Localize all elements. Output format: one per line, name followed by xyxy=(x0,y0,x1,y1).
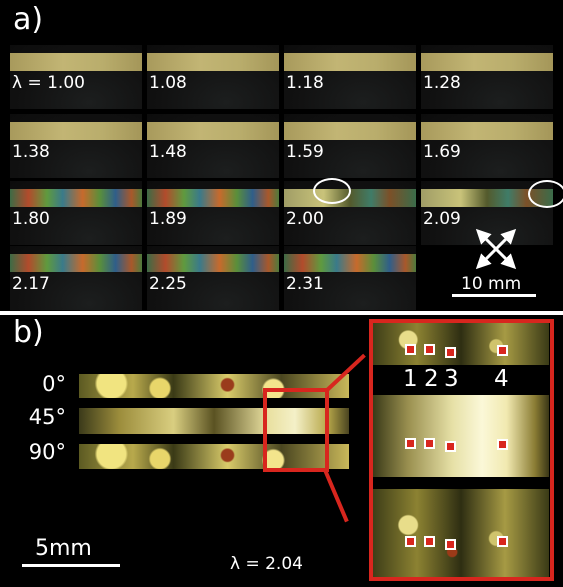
panel-a: a) λ = 1.00 1.08 1.18 1.28 1.38 1.48 1.5… xyxy=(0,0,563,311)
stretch-ratio-label: 1.28 xyxy=(423,73,461,93)
position-marker xyxy=(497,536,508,547)
sample-strip xyxy=(10,189,142,207)
sample-cell: 1.08 xyxy=(147,45,279,109)
zoom-strip-0deg xyxy=(373,323,549,365)
position-marker xyxy=(497,439,508,450)
sample-strip xyxy=(284,122,416,140)
position-marker xyxy=(445,441,456,452)
stretch-ratio-label: 1.59 xyxy=(286,142,324,162)
stretch-ratio-label: 2.00 xyxy=(286,209,324,229)
position-label: 4 xyxy=(494,366,509,392)
angle-label: 45° xyxy=(28,405,66,429)
sample-strip xyxy=(147,53,279,71)
panel-b-label: b) xyxy=(13,315,44,350)
sample-cell: 1.59 xyxy=(284,114,416,178)
sample-cell: 1.28 xyxy=(421,45,553,109)
crossed-polarizers-icon xyxy=(475,228,517,270)
position-marker xyxy=(445,347,456,358)
position-marker xyxy=(424,536,435,547)
stretch-ratio-label: 1.80 xyxy=(12,209,50,229)
sample-strip xyxy=(421,189,553,207)
stretch-ratio-label: 1.48 xyxy=(149,142,187,162)
sample-strip xyxy=(284,254,416,272)
sample-cell: 2.25 xyxy=(147,246,279,310)
zoom-connector-line xyxy=(323,469,349,523)
sample-strip xyxy=(10,254,142,272)
zoom-region-box xyxy=(263,388,329,472)
stretch-ratio-label: 1.18 xyxy=(286,73,324,93)
position-marker xyxy=(405,438,416,449)
scale-bar xyxy=(22,564,120,567)
scale-bar-label: 10 mm xyxy=(461,274,522,294)
sample-cell: 1.89 xyxy=(147,181,279,245)
stretch-ratio-label: 2.31 xyxy=(286,274,324,294)
zoom-strip-45deg xyxy=(373,395,549,477)
angle-label: 0° xyxy=(42,372,66,396)
position-label: 1 xyxy=(403,366,418,392)
sample-strip xyxy=(284,53,416,71)
stretch-ratio-label: 2.09 xyxy=(423,209,461,229)
scale-bar-label: 5mm xyxy=(35,536,92,561)
panel-a-label: a) xyxy=(13,2,44,37)
sample-strip xyxy=(421,122,553,140)
sample-cell: 1.18 xyxy=(284,45,416,109)
sample-strip xyxy=(421,53,553,71)
stretch-ratio-label: 1.08 xyxy=(149,73,187,93)
sample-strip xyxy=(147,189,279,207)
highlight-ellipse xyxy=(313,178,351,204)
position-label: 3 xyxy=(444,366,459,392)
sample-strip xyxy=(10,53,142,71)
sample-cell: 1.80 xyxy=(10,181,142,245)
sample-cell: 1.38 xyxy=(10,114,142,178)
sample-cell: 2.31 xyxy=(284,246,416,310)
stretch-ratio-label: 1.89 xyxy=(149,209,187,229)
position-marker xyxy=(405,536,416,547)
position-marker xyxy=(497,345,508,356)
angle-label: 90° xyxy=(28,440,66,464)
sample-strip-0deg xyxy=(79,374,349,398)
sample-strip xyxy=(147,122,279,140)
highlight-ellipse xyxy=(528,180,563,208)
sample-strip xyxy=(147,254,279,272)
zoom-inset: 1 2 3 4 xyxy=(369,319,554,581)
position-marker xyxy=(424,438,435,449)
position-marker xyxy=(445,539,456,550)
sample-cell: 1.69 xyxy=(421,114,553,178)
stretch-ratio-label: λ = 1.00 xyxy=(12,73,85,93)
stretch-ratio-label: 2.17 xyxy=(12,274,50,294)
stretch-ratio-label: λ = 2.04 xyxy=(230,554,303,574)
stretch-ratio-label: 1.38 xyxy=(12,142,50,162)
stretch-ratio-label: 1.69 xyxy=(423,142,461,162)
sample-cell: 2.17 xyxy=(10,246,142,310)
sample-strip xyxy=(10,122,142,140)
sample-cell: λ = 1.00 xyxy=(10,45,142,109)
sample-strip-45deg xyxy=(79,408,349,434)
position-marker xyxy=(405,344,416,355)
sample-cell: 1.48 xyxy=(147,114,279,178)
zoom-strip-90deg xyxy=(373,489,549,577)
stretch-ratio-label: 2.25 xyxy=(149,274,187,294)
position-marker xyxy=(424,344,435,355)
panel-b: b) 0° 45° 90° 1 2 3 4 xyxy=(0,315,563,587)
sample-strip-90deg xyxy=(79,444,349,469)
scale-bar xyxy=(452,294,536,297)
position-label: 2 xyxy=(424,366,439,392)
